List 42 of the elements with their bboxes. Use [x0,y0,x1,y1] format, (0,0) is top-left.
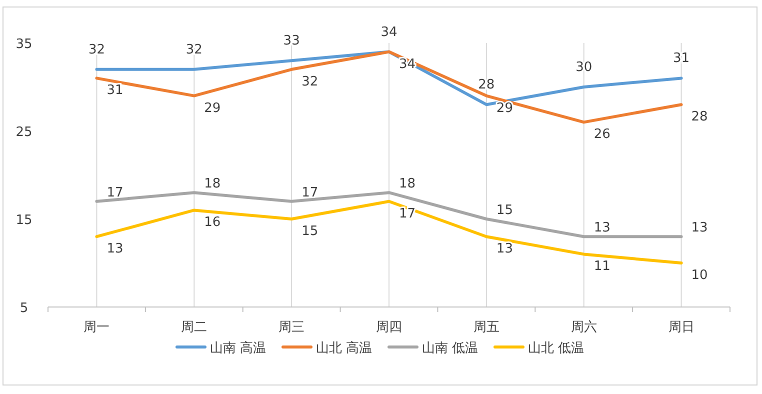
data-label: 13 [106,242,124,257]
data-label: 32 [186,42,202,58]
x-tick-label: 周三 [278,320,305,335]
data-label: 31 [673,51,690,66]
legend-label: 山北 高温 [316,340,372,356]
data-label: 11 [594,259,610,274]
data-label: 34 [380,24,398,40]
data-label: 18 [399,176,416,192]
x-tick-label: 周五 [473,320,500,335]
x-tick-label: 周日 [668,320,694,335]
data-label: 13 [594,220,610,236]
data-label: 17 [399,206,416,222]
x-tick-label: 周六 [570,320,597,335]
data-label: 16 [204,215,221,230]
x-tick-label: 周二 [181,320,208,335]
data-label: 13 [691,220,708,236]
y-tick-label: 15 [16,213,32,228]
data-label: 28 [691,110,708,125]
data-label: 28 [478,78,495,93]
data-label: 17 [302,185,318,200]
legend-label: 山北 低温 [528,341,584,356]
data-label: 32 [88,42,105,58]
data-label: 17 [106,185,124,200]
data-label: 33 [283,34,300,49]
data-label: 31 [106,83,124,98]
legend-label: 山南 低温 [422,341,478,356]
legend-label: 山南 高温 [210,340,266,356]
data-label: 32 [302,74,318,90]
x-tick-label: 周四 [376,320,402,335]
data-label: 29 [204,100,221,116]
data-label: 29 [496,100,513,116]
data-label: 10 [691,268,708,283]
data-label: 13 [496,242,513,257]
y-tick-label: 5 [20,301,28,316]
data-label: 15 [496,203,513,218]
y-tick-label: 35 [16,37,32,52]
y-tick-label: 25 [16,125,32,140]
data-label: 30 [576,60,592,75]
x-tick-label: 周一 [84,320,110,335]
data-label: 18 [204,176,221,192]
data-label: 15 [302,224,318,239]
data-label: 26 [594,127,610,142]
